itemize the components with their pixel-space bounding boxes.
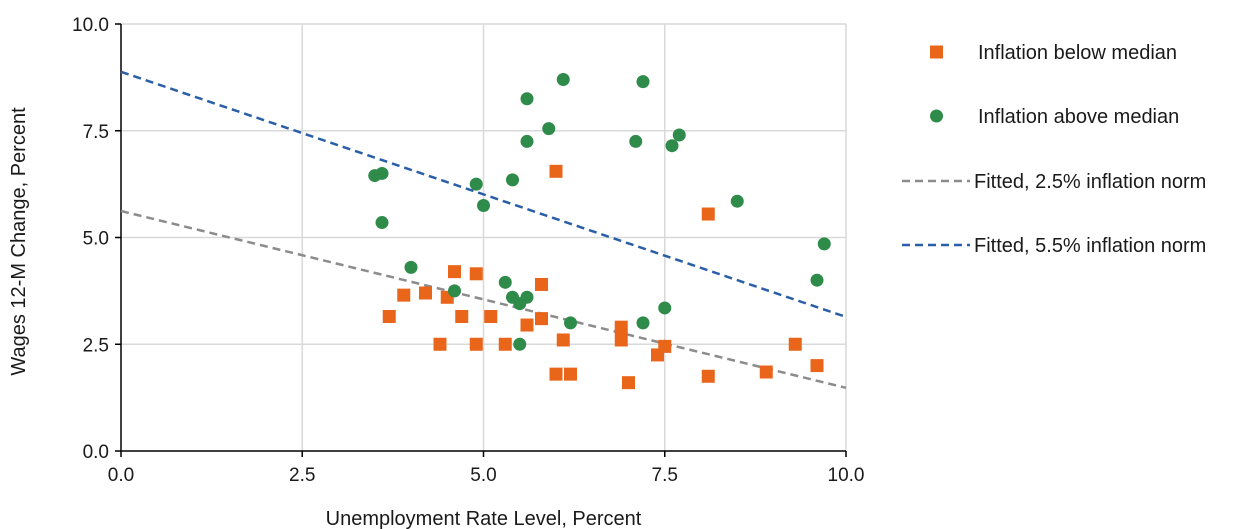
data-point-circle	[564, 316, 577, 330]
data-point-square	[658, 339, 672, 353]
legend-item: Fitted, 2.5% inflation norm	[902, 171, 1206, 193]
data-point-circle	[520, 134, 534, 148]
data-point-circle	[375, 216, 389, 230]
data-point-square	[498, 337, 512, 351]
data-point-circle	[404, 260, 418, 274]
data-points	[368, 73, 831, 390]
x-tick-label: 7.5	[652, 465, 678, 486]
data-point-square	[469, 337, 483, 351]
fitted-line	[120, 70, 847, 319]
data-point-square	[469, 267, 483, 281]
data-point-square	[535, 312, 548, 326]
data-point-circle	[513, 337, 527, 351]
tick-labels: 0.0 2.5 5.0 7.5 10.0 0.0 2.5 5.0 7.5 10.0	[72, 15, 864, 486]
data-point-square	[448, 265, 461, 279]
data-point-square	[788, 337, 802, 351]
data-point-circle	[477, 198, 490, 212]
axes	[115, 23, 847, 457]
data-point-square	[520, 318, 534, 332]
y-tick-label: 2.5	[83, 335, 109, 356]
legend-label: Fitted, 2.5% inflation norm	[974, 171, 1206, 193]
x-tick-label: 2.5	[289, 465, 315, 486]
data-point-circle	[506, 173, 519, 187]
data-point-circle	[658, 301, 672, 315]
data-point-square	[622, 376, 635, 390]
data-point-square	[549, 367, 563, 381]
data-point-square	[419, 286, 432, 300]
data-point-square	[810, 359, 824, 373]
x-tick-label: 0.0	[108, 465, 134, 486]
data-point-circle	[629, 134, 643, 148]
data-point-square	[614, 333, 628, 347]
data-point-square	[701, 369, 715, 383]
legend-item: Inflation above median	[930, 106, 1179, 128]
x-tick-label: 10.0	[828, 465, 865, 486]
y-tick-label: 7.5	[83, 122, 109, 143]
x-tick-label: 5.0	[470, 465, 496, 486]
gridlines	[121, 23, 847, 451]
y-tick-label: 0.0	[83, 442, 109, 463]
data-point-square	[549, 164, 563, 178]
legend-swatch-circle	[930, 109, 943, 123]
data-point-square	[397, 288, 411, 302]
legend-label: Inflation above median	[978, 106, 1179, 128]
data-point-circle	[498, 275, 512, 289]
data-point-square	[455, 309, 469, 323]
legend-item: Fitted, 5.5% inflation norm	[902, 235, 1206, 257]
legend-swatch-square	[930, 45, 943, 59]
data-point-square	[759, 365, 773, 379]
data-point-circle	[448, 284, 461, 298]
data-point-circle	[665, 139, 679, 153]
fitted-line	[120, 209, 847, 390]
data-point-circle	[469, 177, 483, 191]
data-point-square	[556, 333, 570, 347]
data-point-circle	[636, 75, 650, 89]
data-point-circle	[810, 273, 824, 287]
data-point-circle	[817, 237, 831, 251]
data-point-square	[484, 309, 498, 323]
data-point-square	[433, 337, 447, 351]
data-point-circle	[520, 92, 534, 106]
data-point-square	[382, 309, 396, 323]
x-axis-title: Unemployment Rate Level, Percent	[326, 508, 642, 529]
data-point-square	[614, 320, 628, 334]
data-point-square	[701, 207, 715, 221]
legend-item: Inflation below median	[930, 42, 1177, 64]
y-tick-label: 5.0	[83, 229, 109, 250]
data-point-circle	[520, 290, 534, 304]
y-axis-title: Wages 12-M Change, Percent	[8, 107, 30, 376]
data-point-square	[564, 367, 577, 381]
data-point-circle	[730, 194, 744, 208]
y-tick-label: 10.0	[72, 15, 109, 36]
data-point-circle	[636, 316, 650, 330]
legend-label: Inflation below median	[978, 42, 1177, 64]
data-point-circle	[672, 128, 686, 142]
legend-label: Fitted, 5.5% inflation norm	[974, 235, 1206, 257]
fitted-lines	[120, 70, 847, 390]
legend: Inflation below median Inflation above me…	[902, 42, 1206, 257]
data-point-circle	[542, 122, 556, 136]
data-point-circle	[556, 73, 570, 87]
data-point-circle	[375, 166, 389, 180]
data-point-square	[535, 277, 548, 291]
